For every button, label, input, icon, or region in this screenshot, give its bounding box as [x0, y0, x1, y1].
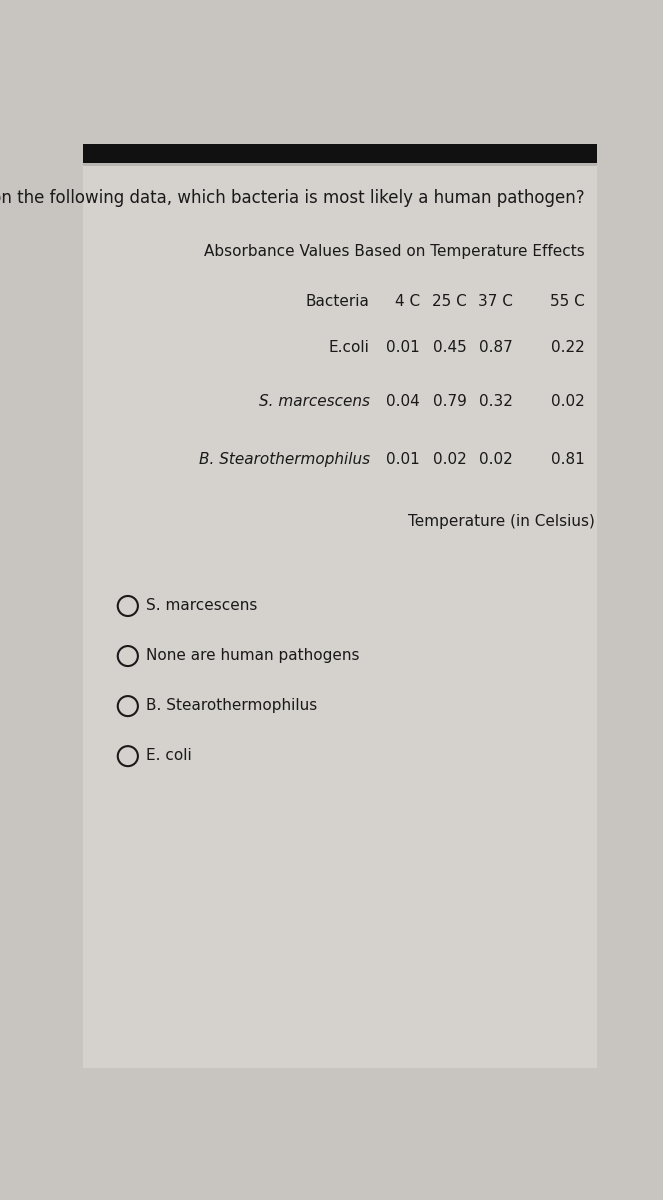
- Text: 25 C: 25 C: [432, 294, 467, 310]
- Text: B. Stearothermophilus: B. Stearothermophilus: [198, 452, 370, 467]
- Text: 0.22: 0.22: [552, 341, 585, 355]
- Text: 0.81: 0.81: [552, 452, 585, 467]
- Text: 0.02: 0.02: [433, 452, 467, 467]
- Text: 55 C: 55 C: [550, 294, 585, 310]
- Text: 4 C: 4 C: [395, 294, 420, 310]
- Text: 0.87: 0.87: [479, 341, 513, 355]
- Text: B. Stearothermophilus: B. Stearothermophilus: [147, 698, 318, 713]
- Text: 0.32: 0.32: [479, 395, 513, 409]
- Text: 0.45: 0.45: [433, 341, 467, 355]
- Text: E. coli: E. coli: [147, 749, 192, 763]
- Text: E.coli: E.coli: [329, 341, 370, 355]
- Text: 0.01: 0.01: [387, 341, 420, 355]
- Text: 0.01: 0.01: [387, 452, 420, 467]
- Text: Based on the following data, which bacteria is most likely a human pathogen?: Based on the following data, which bacte…: [0, 188, 585, 206]
- Text: S. marcescens: S. marcescens: [259, 395, 370, 409]
- Text: None are human pathogens: None are human pathogens: [147, 648, 360, 664]
- Text: 0.02: 0.02: [479, 452, 513, 467]
- Text: 37 C: 37 C: [478, 294, 513, 310]
- Text: 0.02: 0.02: [552, 395, 585, 409]
- Text: 0.04: 0.04: [387, 395, 420, 409]
- Text: Temperature (in Celsius): Temperature (in Celsius): [408, 514, 595, 528]
- Text: 0.79: 0.79: [433, 395, 467, 409]
- Text: Bacteria: Bacteria: [306, 294, 370, 310]
- FancyBboxPatch shape: [83, 163, 597, 1068]
- Text: Absorbance Values Based on Temperature Effects: Absorbance Values Based on Temperature E…: [204, 244, 585, 259]
- FancyBboxPatch shape: [83, 144, 597, 166]
- Text: S. marcescens: S. marcescens: [147, 599, 258, 613]
